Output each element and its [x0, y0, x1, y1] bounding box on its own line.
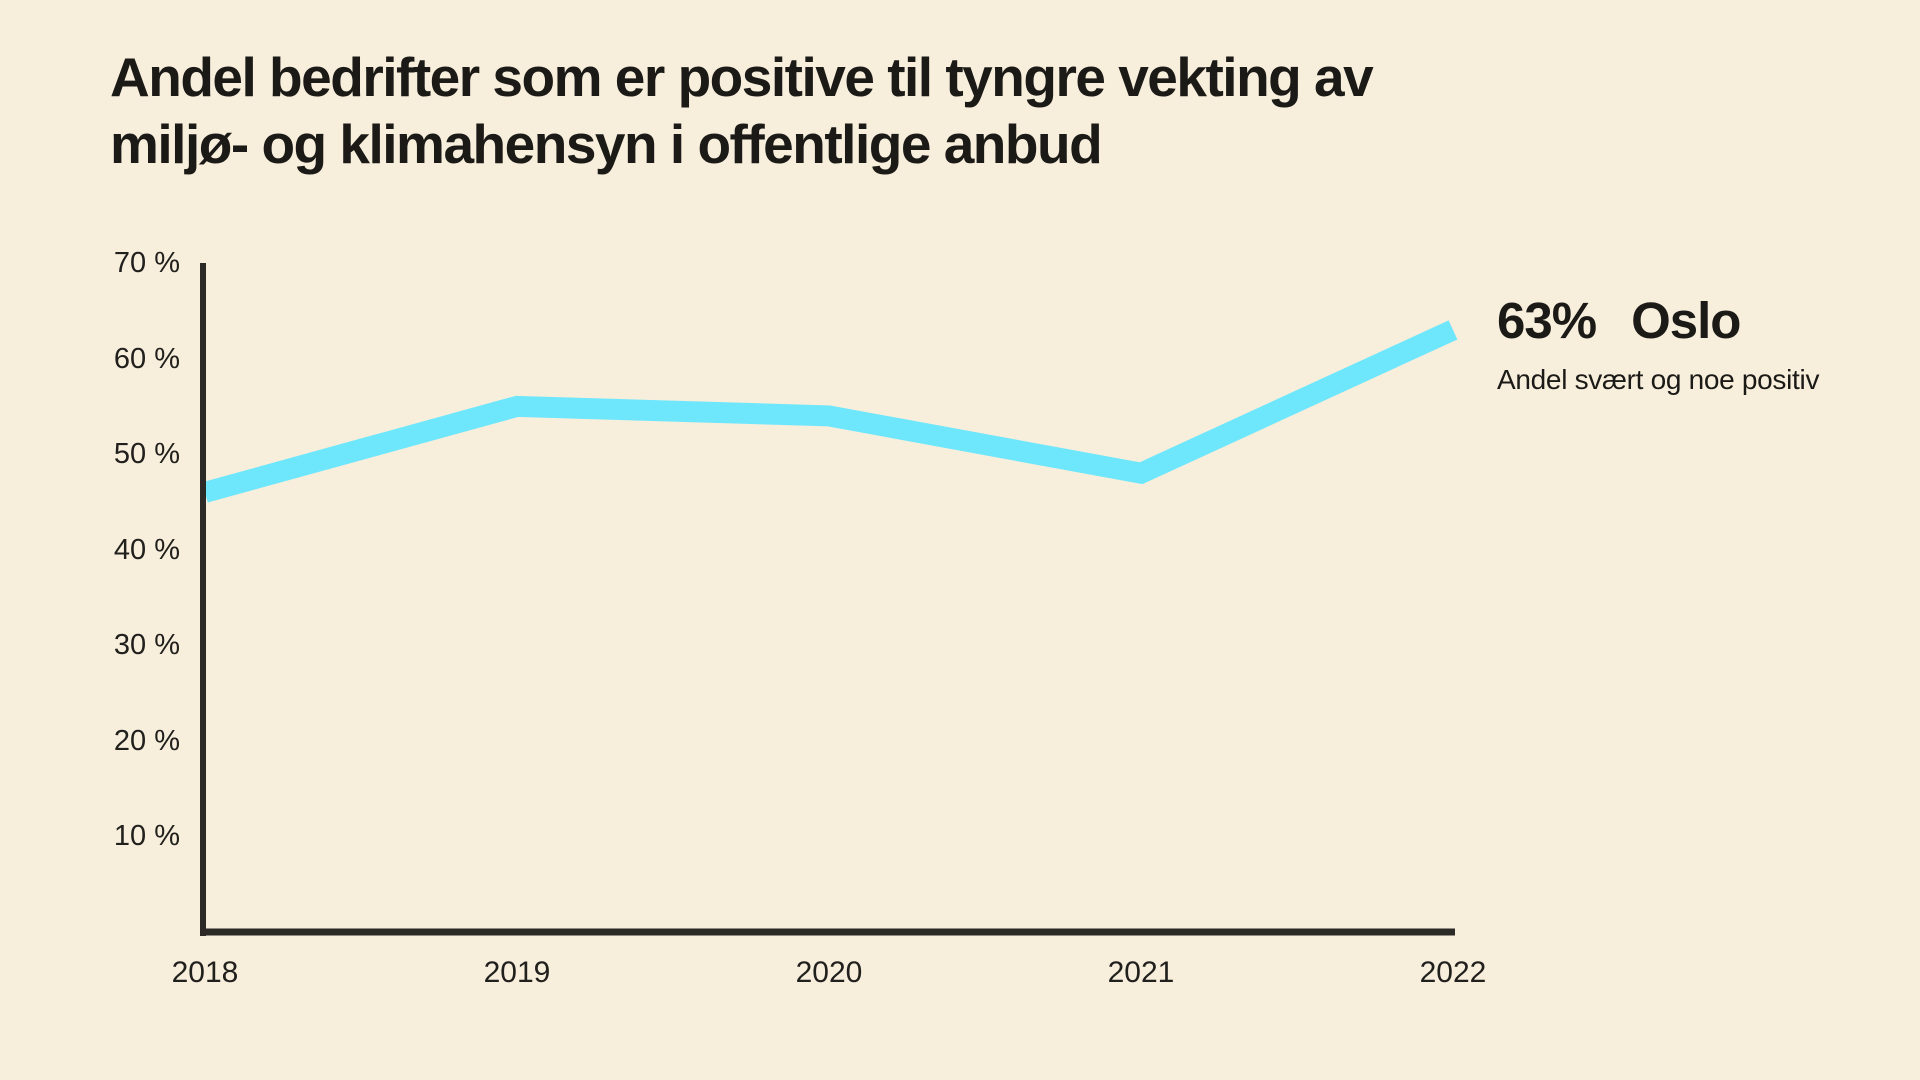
annotation-value: 63% — [1497, 292, 1597, 349]
chart-title-line-1: Andel bedrifter som er positive til tyng… — [110, 46, 1374, 108]
y-tick-label-50: 50 % — [113, 438, 180, 471]
y-tick-label-40: 40 % — [113, 533, 180, 566]
chart-title-line-2: miljø- og klimahensyn i offentlige anbud — [110, 113, 1103, 175]
data-line-oslo — [202, 320, 1458, 503]
x-tick-label-2022: 2022 — [1419, 956, 1487, 989]
series-annotation: 63% Oslo Andel svært og noe positiv — [1497, 294, 1819, 396]
x-tick-label-2020: 2020 — [795, 956, 863, 989]
y-tick-label-20: 20 % — [113, 724, 180, 757]
x-tick-label-2018: 2018 — [171, 956, 239, 989]
y-tick-label-30: 30 % — [113, 629, 180, 662]
y-tick-label-70: 70 % — [113, 247, 180, 279]
x-tick-label-2019: 2019 — [483, 956, 551, 989]
annotation-head: 63% Oslo — [1497, 294, 1819, 348]
annotation-region: Oslo — [1631, 292, 1741, 349]
annotation-subtitle: Andel svært og noe positiv — [1497, 364, 1820, 395]
y-tick-label-60: 60 % — [113, 342, 180, 375]
chart-title: Andel bedrifter som er positive til tyng… — [110, 44, 1374, 178]
x-tick-label-2021: 2021 — [1107, 956, 1175, 989]
y-tick-label-10: 10 % — [113, 820, 180, 853]
